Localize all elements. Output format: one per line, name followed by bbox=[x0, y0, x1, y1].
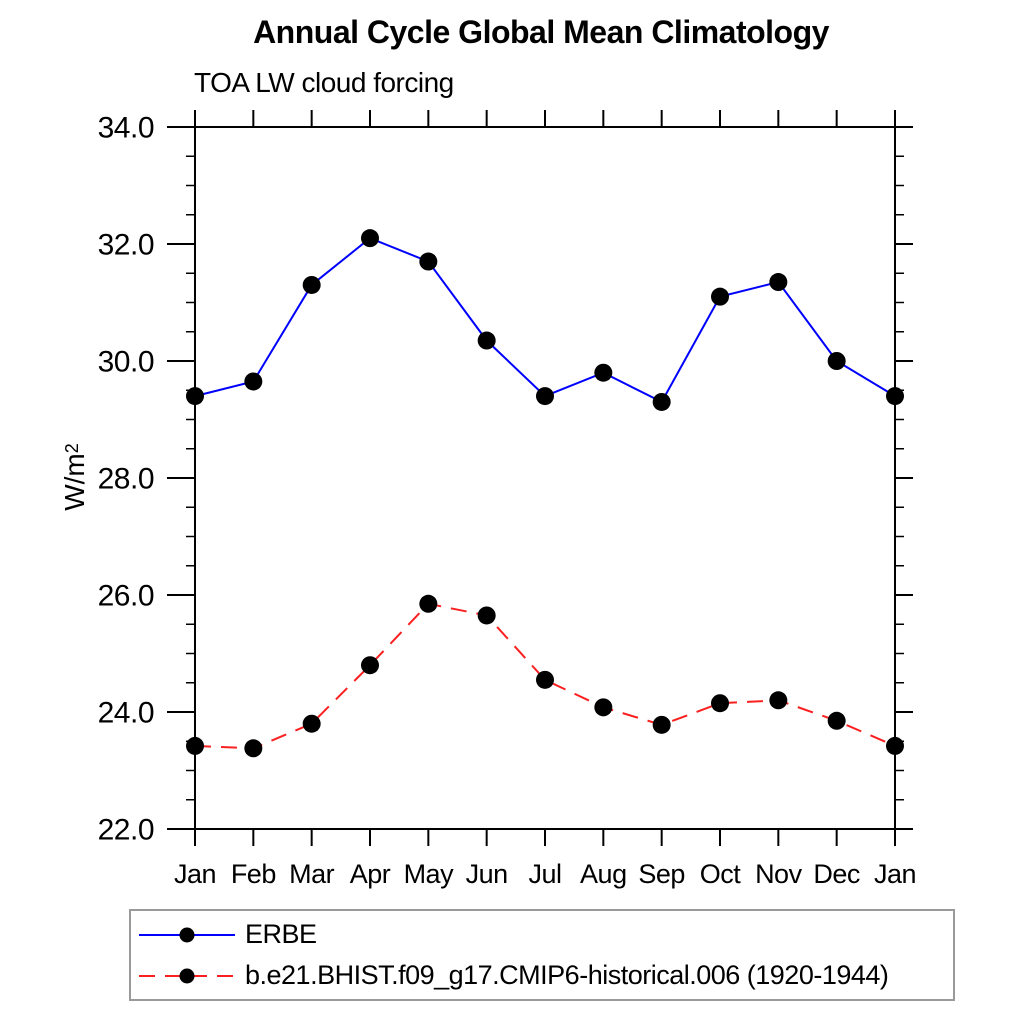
plot-box bbox=[194, 126, 896, 830]
erbe-line-sample-icon bbox=[139, 927, 235, 942]
data-point bbox=[536, 387, 554, 406]
data-point bbox=[711, 694, 729, 713]
y-tick-label: 30.0 bbox=[98, 346, 154, 379]
data-point bbox=[536, 670, 554, 689]
x-tick-label: Nov bbox=[755, 859, 803, 889]
data-point bbox=[186, 387, 204, 406]
y-tick-label: 24.0 bbox=[98, 697, 154, 730]
x-tick-label: Sep bbox=[638, 859, 685, 889]
data-point bbox=[827, 711, 846, 730]
cmip6-marker-icon bbox=[179, 968, 195, 983]
legend-item-cmip6: b.e21.BHIST.f09_g17.CMIP6-historical.006… bbox=[135, 960, 953, 992]
legend-label-erbe: ERBE bbox=[245, 919, 317, 949]
x-tick-label: Aug bbox=[580, 859, 627, 889]
legend-label-cmip6: b.e21.BHIST.f09_g17.CMIP6-historical.006… bbox=[245, 960, 889, 990]
erbe-marker-icon bbox=[179, 927, 195, 942]
x-tick-label: Jun bbox=[466, 859, 508, 889]
data-point bbox=[419, 594, 438, 613]
x-tick-label: Jan bbox=[874, 859, 916, 889]
data-point bbox=[769, 273, 788, 292]
y-tick-label: 34.0 bbox=[98, 112, 154, 145]
data-point bbox=[886, 736, 904, 755]
y-tick-label: 26.0 bbox=[98, 580, 154, 613]
data-point bbox=[477, 331, 496, 350]
data-point bbox=[594, 363, 613, 382]
cmip6-line-sample-icon bbox=[139, 968, 235, 983]
chart-subtitle: TOA LW cloud forcing bbox=[194, 67, 454, 98]
x-tick-label: Jul bbox=[528, 859, 561, 889]
legend-item-erbe: ERBE bbox=[135, 919, 953, 951]
data-point bbox=[186, 736, 204, 755]
chart-title: Annual Cycle Global Mean Climatology bbox=[253, 14, 829, 50]
y-tick-label: 28.0 bbox=[98, 463, 154, 496]
x-tick-label: Oct bbox=[700, 859, 742, 889]
x-tick-label: Jan bbox=[174, 859, 216, 889]
data-point bbox=[769, 691, 788, 710]
x-tick-label: Feb bbox=[231, 859, 276, 889]
legend: ERBE b.e21.BHIST.f09_g17.CMIP6-historica… bbox=[129, 909, 955, 1001]
x-tick-label: Apr bbox=[350, 859, 391, 889]
data-point bbox=[361, 656, 379, 675]
data-point bbox=[827, 352, 846, 370]
data-point bbox=[244, 372, 263, 391]
y-tick-label: 22.0 bbox=[98, 814, 154, 847]
data-point bbox=[652, 392, 671, 411]
data-point bbox=[477, 606, 496, 625]
data-point bbox=[419, 252, 438, 271]
data-point bbox=[652, 715, 671, 734]
y-tick-label: 32.0 bbox=[98, 229, 154, 262]
data-point bbox=[244, 739, 263, 758]
data-point bbox=[711, 287, 729, 306]
series-line-0 bbox=[194, 237, 896, 404]
data-point bbox=[302, 275, 321, 294]
x-tick-label: Dec bbox=[813, 859, 860, 889]
x-tick-label: Mar bbox=[289, 859, 335, 889]
data-point bbox=[886, 387, 904, 406]
data-point bbox=[361, 229, 379, 248]
x-tick-label: May bbox=[404, 859, 455, 889]
data-point bbox=[302, 714, 321, 733]
data-point bbox=[594, 698, 613, 717]
